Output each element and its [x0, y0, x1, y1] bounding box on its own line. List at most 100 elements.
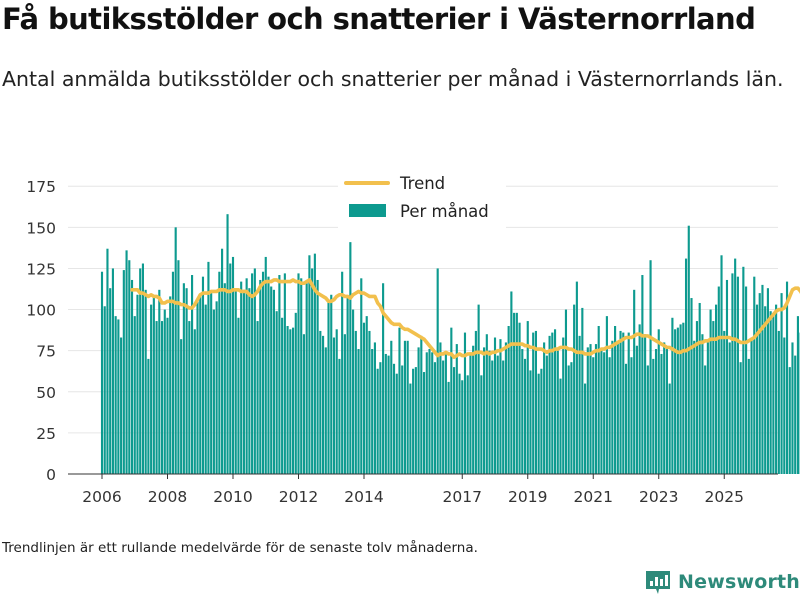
bar: [311, 268, 314, 474]
bar: [720, 255, 723, 474]
bar: [649, 260, 652, 474]
bar: [709, 309, 712, 474]
bar: [111, 268, 114, 474]
bar: [191, 275, 194, 474]
bar: [605, 316, 608, 474]
bar: [332, 337, 336, 474]
bar: [185, 288, 188, 474]
bar: [275, 311, 278, 474]
bar: [592, 357, 595, 474]
bar: [695, 321, 699, 474]
bar: [496, 355, 499, 474]
bar: [608, 357, 611, 474]
x-tick-label: 2010: [213, 488, 252, 506]
bar: [586, 347, 589, 474]
bar: [106, 248, 109, 474]
bar: [425, 352, 428, 474]
bar: [395, 373, 398, 474]
bar: [491, 360, 494, 474]
bar: [597, 326, 600, 474]
bar: [723, 330, 726, 474]
bar: [150, 304, 153, 474]
bar: [480, 375, 483, 474]
bar: [242, 289, 245, 474]
bar: [223, 283, 226, 474]
x-tick-label: 2019: [508, 488, 547, 506]
bar: [210, 293, 213, 474]
bar: [174, 227, 177, 474]
bar: [267, 276, 270, 474]
bar: [594, 344, 598, 474]
bar: [493, 337, 497, 474]
bar: [526, 321, 529, 474]
y-tick-label: 75: [36, 343, 56, 361]
bar: [103, 306, 106, 474]
bar: [362, 322, 366, 474]
bar: [409, 383, 412, 474]
bar: [152, 296, 155, 474]
bar: [717, 286, 720, 474]
bar: [379, 362, 382, 474]
bar: [600, 349, 603, 474]
bar: [420, 335, 423, 474]
bar: [736, 276, 739, 474]
bar: [660, 353, 663, 474]
bar: [534, 330, 537, 474]
bar: [283, 273, 286, 474]
bar: [635, 345, 638, 474]
bar: [698, 302, 701, 474]
bar: [256, 321, 259, 474]
bar: [300, 278, 303, 474]
x-tick-label: 2025: [705, 488, 744, 506]
brand-name: Newsworthy: [678, 571, 800, 593]
bar: [319, 330, 322, 474]
bar: [182, 283, 185, 474]
bar: [139, 268, 142, 474]
bar: [166, 317, 169, 474]
bar: [422, 372, 426, 474]
bar: [136, 294, 139, 474]
bar: [504, 342, 507, 474]
bar: [679, 324, 682, 474]
bar: [603, 352, 606, 474]
monthly-bars: [100, 214, 800, 474]
bar: [414, 367, 417, 474]
bar: [272, 289, 275, 474]
bar: [403, 340, 406, 474]
bar: [354, 330, 357, 474]
bar: [199, 296, 202, 474]
bar: [548, 335, 551, 474]
bar: [384, 353, 387, 474]
bar: [338, 358, 341, 474]
bar: [644, 334, 647, 474]
bar: [715, 304, 718, 474]
bar: [766, 288, 769, 474]
bar: [229, 263, 232, 474]
x-tick-label: 2006: [82, 488, 121, 506]
bar: [706, 342, 709, 474]
bar: [485, 334, 488, 474]
bar: [417, 347, 420, 474]
bar: [226, 214, 229, 474]
bar: [455, 344, 458, 474]
brand-logo[interactable]: Newsworthy: [644, 568, 800, 596]
bar: [128, 260, 131, 474]
bar: [109, 288, 112, 474]
bar: [564, 309, 568, 474]
bar: [780, 293, 783, 474]
bar: [368, 330, 371, 474]
y-tick-label: 25: [36, 425, 56, 443]
bar: [100, 271, 104, 474]
bar: [294, 312, 297, 474]
bar: [450, 327, 453, 474]
bar: [444, 352, 447, 474]
bar: [499, 339, 502, 474]
bar: [584, 383, 587, 474]
bar: [171, 271, 175, 474]
bar: [663, 342, 666, 474]
bar: [575, 281, 578, 474]
bar: [289, 329, 292, 474]
bar: [212, 309, 215, 474]
bar: [668, 383, 671, 474]
bar: [346, 298, 349, 474]
